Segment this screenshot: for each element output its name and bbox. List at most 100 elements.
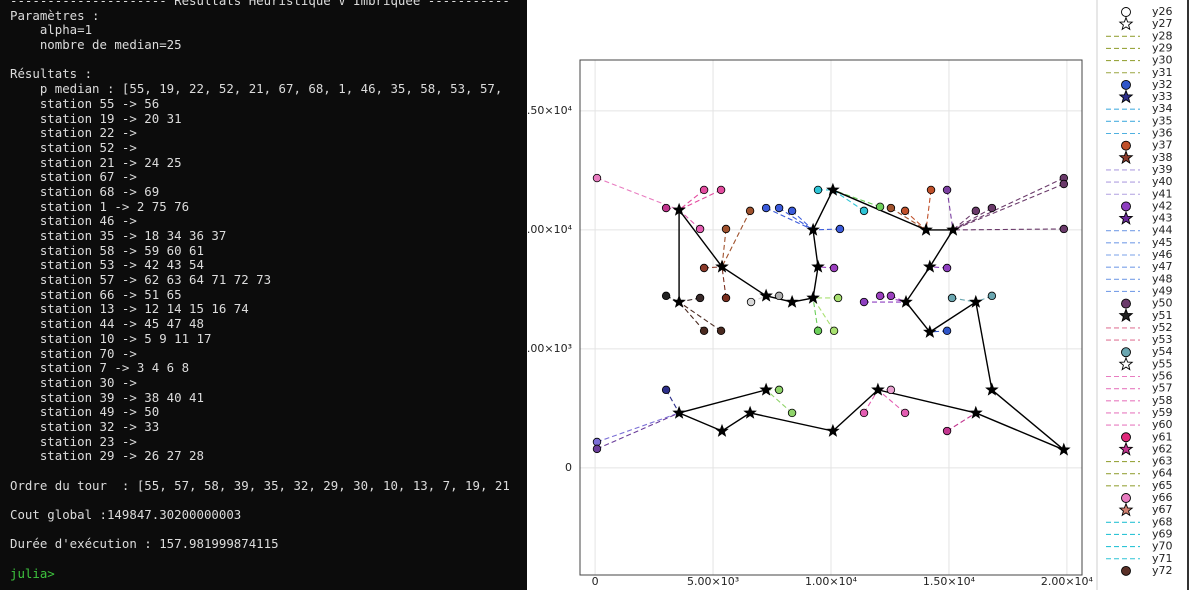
legend-label: y56: [1152, 370, 1173, 383]
client-point: [860, 409, 868, 417]
terminal-line: station 19 -> 20 31: [10, 112, 527, 127]
terminal-line: station 30 ->: [10, 376, 527, 391]
terminal-line: station 49 -> 50: [10, 405, 527, 420]
legend-label: y49: [1152, 284, 1173, 297]
legend-label: y40: [1152, 175, 1173, 188]
legend-label: y28: [1152, 29, 1173, 42]
legend-label: y58: [1152, 394, 1173, 407]
terminal-line: station 13 -> 12 14 15 16 74: [10, 302, 527, 317]
client-point: [830, 264, 838, 272]
blank-line: [10, 464, 527, 479]
client-point: [876, 203, 884, 211]
client-point: [860, 207, 868, 215]
legend-label: y29: [1152, 41, 1173, 54]
y-tick-label: .00×10⁴: [527, 223, 573, 236]
client-point: [700, 327, 708, 335]
client-point: [943, 264, 951, 272]
terminal-line: station 66 -> 51 65: [10, 288, 527, 303]
legend-label: y32: [1152, 78, 1173, 91]
legend-label: y46: [1152, 248, 1173, 261]
legend-label: y70: [1152, 540, 1173, 553]
client-point: [834, 294, 842, 302]
legend-label: y45: [1152, 236, 1173, 249]
terminal-line: Cout global :149847.30200000003: [10, 508, 527, 523]
terminal-line: station 29 -> 26 27 28: [10, 449, 527, 464]
client-point: [747, 298, 755, 306]
client-point: [814, 186, 822, 194]
client-point: [717, 327, 725, 335]
legend-label: y55: [1152, 357, 1173, 370]
terminal-line: station 58 -> 59 60 61: [10, 244, 527, 259]
client-point: [988, 204, 996, 212]
client-point: [887, 204, 895, 212]
legend-label: y37: [1152, 139, 1173, 152]
client-point: [696, 294, 704, 302]
client-point: [943, 186, 951, 194]
client-point: [662, 386, 670, 394]
client-point: [860, 298, 868, 306]
legend-marker: [1122, 566, 1131, 575]
legend-label: y54: [1152, 345, 1173, 358]
terminal-line: station 70 ->: [10, 347, 527, 362]
terminal-line: station 10 -> 5 9 11 17: [10, 332, 527, 347]
legend-marker: [1122, 494, 1131, 503]
client-point: [901, 409, 909, 417]
terminal-line: station 39 -> 38 40 41: [10, 391, 527, 406]
legend-label: y44: [1152, 224, 1173, 237]
legend-label: y68: [1152, 515, 1173, 528]
terminal-line: station 68 -> 69: [10, 185, 527, 200]
client-point: [830, 327, 838, 335]
client-point: [943, 327, 951, 335]
client-point: [927, 186, 935, 194]
legend-label: y72: [1152, 564, 1173, 577]
x-tick-label: 0: [592, 575, 599, 588]
client-point: [1060, 180, 1068, 188]
blank-line: [10, 523, 527, 538]
legend-label: y27: [1152, 17, 1173, 30]
client-point: [775, 292, 783, 300]
client-point: [836, 225, 844, 233]
legend-label: y33: [1152, 90, 1173, 103]
legend-label: y39: [1152, 163, 1173, 176]
legend-label: y38: [1152, 151, 1173, 164]
client-point: [700, 186, 708, 194]
terminal-line: station 35 -> 18 34 36 37: [10, 229, 527, 244]
client-point: [746, 207, 754, 215]
x-tick-label: 5.00×10³: [687, 575, 739, 588]
terminal-line: station 67 ->: [10, 170, 527, 185]
terminal-line: station 1 -> 2 75 76: [10, 200, 527, 215]
client-point: [887, 292, 895, 300]
legend-label: y57: [1152, 382, 1173, 395]
client-point: [788, 207, 796, 215]
y-tick-label: .50×10⁴: [527, 104, 573, 117]
terminal-line: Durée d'exécution : 157.981999874115: [10, 537, 527, 552]
client-point: [593, 174, 601, 182]
client-point: [722, 294, 730, 302]
client-point: [775, 386, 783, 394]
terminal-prompt: julia>: [10, 567, 527, 582]
legend-label: y30: [1152, 54, 1173, 67]
terminal-line: station 32 -> 33: [10, 420, 527, 435]
terminal-line: station 22 ->: [10, 126, 527, 141]
terminal-line: Résultats :: [10, 67, 527, 82]
legend-label: y69: [1152, 527, 1173, 540]
legend-label: y65: [1152, 479, 1173, 492]
client-point: [593, 445, 601, 453]
y-tick-label: .00×10³: [527, 342, 572, 355]
terminal-line: station 46 ->: [10, 214, 527, 229]
legend-label: y41: [1152, 187, 1173, 200]
client-point: [948, 294, 956, 302]
client-point: [762, 204, 770, 212]
client-point: [972, 207, 980, 215]
legend-marker: [1122, 141, 1131, 150]
legend-label: y50: [1152, 297, 1173, 310]
page: {"terminal": { "blocks": [ ["-----------…: [0, 0, 1204, 590]
legend-label: y47: [1152, 260, 1173, 273]
client-point: [943, 427, 951, 435]
legend-label: y36: [1152, 127, 1173, 140]
terminal-line: station 21 -> 24 25: [10, 156, 527, 171]
legend-label: y34: [1152, 102, 1173, 115]
client-point: [876, 292, 884, 300]
legend-label: y42: [1152, 199, 1173, 212]
legend-label: y59: [1152, 406, 1173, 419]
